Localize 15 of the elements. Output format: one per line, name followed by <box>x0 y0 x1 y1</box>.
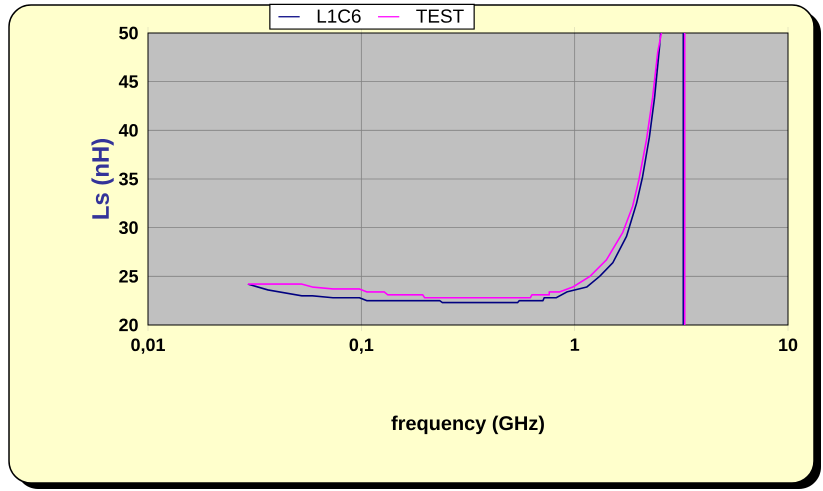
y-tick-label: 35 <box>118 172 138 186</box>
x-axis-title: frequency (GHz) <box>391 416 544 434</box>
legend-label: L1C6 <box>318 9 361 23</box>
y-axis-title: Ls (nH) <box>91 139 114 219</box>
x-tick-label: 10 <box>779 338 798 352</box>
x-tick-label: 0,1 <box>350 338 374 354</box>
y-tick-label: 30 <box>118 221 138 234</box>
x-tick-label: 1 <box>570 338 580 351</box>
legend-label: TEST <box>416 9 464 23</box>
y-tick-label: 40 <box>118 124 138 137</box>
y-tick-label: 20 <box>119 318 138 332</box>
y-tick-label: 25 <box>119 270 138 283</box>
y-tick-label: 50 <box>119 26 138 40</box>
y-tick-label: 45 <box>118 75 138 88</box>
x-tick-label: 0,01 <box>131 338 165 354</box>
